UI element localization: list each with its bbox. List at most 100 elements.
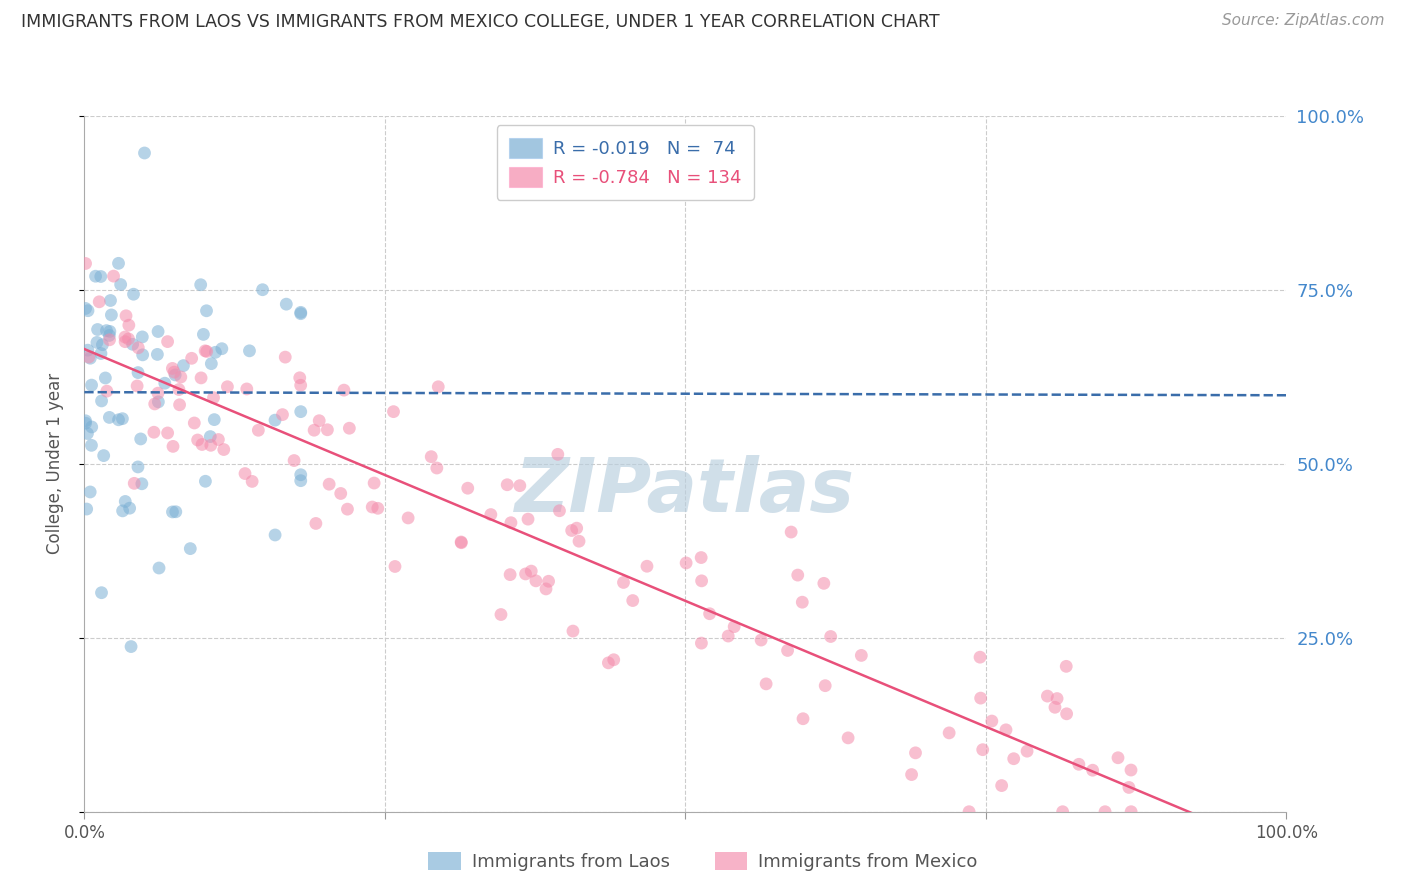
Point — [980, 714, 1002, 728]
Point — [190, 277, 212, 292]
Point — [111, 411, 134, 425]
Point — [238, 343, 260, 358]
Point — [396, 511, 419, 525]
Point — [316, 423, 339, 437]
Point — [127, 459, 149, 474]
Point — [598, 656, 620, 670]
Point — [79, 485, 101, 500]
Point — [94, 371, 117, 385]
Text: IMMIGRANTS FROM LAOS VS IMMIGRANTS FROM MEXICO COLLEGE, UNDER 1 YEAR CORRELATION: IMMIGRANTS FROM LAOS VS IMMIGRANTS FROM … — [21, 13, 939, 31]
Point — [180, 351, 202, 366]
Point — [204, 345, 226, 359]
Point — [994, 723, 1017, 737]
Point — [499, 516, 522, 530]
Point — [114, 330, 136, 344]
Point — [236, 382, 259, 396]
Point — [193, 327, 215, 342]
Point — [361, 500, 384, 514]
Point — [367, 501, 389, 516]
Point — [80, 420, 103, 434]
Point — [117, 332, 139, 346]
Point — [90, 346, 112, 360]
Point — [288, 371, 311, 385]
Point — [517, 512, 540, 526]
Point — [86, 322, 108, 336]
Point — [111, 504, 134, 518]
Point — [792, 595, 814, 609]
Point — [98, 328, 121, 343]
Point — [240, 475, 263, 489]
Point — [183, 416, 205, 430]
Point — [636, 559, 658, 574]
Point — [290, 404, 312, 418]
Point — [547, 447, 569, 461]
Point — [851, 648, 873, 663]
Point — [276, 297, 298, 311]
Point — [75, 301, 97, 316]
Point — [76, 502, 98, 516]
Point — [127, 366, 149, 380]
Point — [561, 524, 583, 538]
Legend: Immigrants from Laos, Immigrants from Mexico: Immigrants from Laos, Immigrants from Me… — [422, 845, 984, 879]
Point — [200, 438, 222, 452]
Point — [621, 593, 644, 607]
Point — [900, 767, 922, 781]
Point — [162, 505, 184, 519]
Point — [450, 535, 472, 549]
Point — [969, 691, 991, 706]
Point — [717, 629, 740, 643]
Y-axis label: College, Under 1 year: College, Under 1 year — [45, 373, 63, 555]
Point — [820, 630, 842, 644]
Point — [91, 337, 114, 351]
Point — [107, 256, 129, 270]
Point — [690, 574, 713, 588]
Point — [75, 256, 97, 270]
Point — [568, 534, 591, 549]
Point — [509, 478, 531, 492]
Point — [202, 391, 225, 405]
Point — [290, 307, 312, 321]
Point — [110, 277, 132, 292]
Point — [450, 535, 472, 549]
Point — [212, 442, 235, 457]
Point — [515, 566, 537, 581]
Point — [148, 395, 170, 409]
Point — [264, 413, 287, 427]
Point — [426, 461, 449, 475]
Point — [207, 433, 229, 447]
Point — [90, 393, 112, 408]
Point — [142, 425, 165, 440]
Point — [217, 380, 239, 394]
Point — [148, 561, 170, 575]
Point — [302, 423, 325, 437]
Point — [290, 474, 312, 488]
Point — [562, 624, 585, 638]
Point — [172, 359, 194, 373]
Point — [165, 368, 187, 382]
Point — [1015, 744, 1038, 758]
Point — [121, 337, 143, 351]
Point — [156, 425, 179, 440]
Point — [290, 305, 312, 319]
Text: ZIPatlas: ZIPatlas — [516, 455, 855, 528]
Point — [169, 398, 191, 412]
Point — [333, 383, 356, 397]
Point — [107, 413, 129, 427]
Point — [162, 361, 184, 376]
Point — [1052, 805, 1074, 819]
Point — [675, 556, 697, 570]
Point — [134, 146, 156, 161]
Point — [131, 348, 153, 362]
Point — [163, 365, 186, 379]
Point — [904, 746, 927, 760]
Point — [252, 283, 274, 297]
Point — [118, 501, 141, 516]
Point — [156, 334, 179, 349]
Point — [127, 379, 149, 393]
Point — [612, 575, 634, 590]
Point — [170, 370, 193, 384]
Point — [384, 559, 406, 574]
Point — [76, 343, 98, 358]
Point — [86, 335, 108, 350]
Text: Source: ZipAtlas.com: Source: ZipAtlas.com — [1222, 13, 1385, 29]
